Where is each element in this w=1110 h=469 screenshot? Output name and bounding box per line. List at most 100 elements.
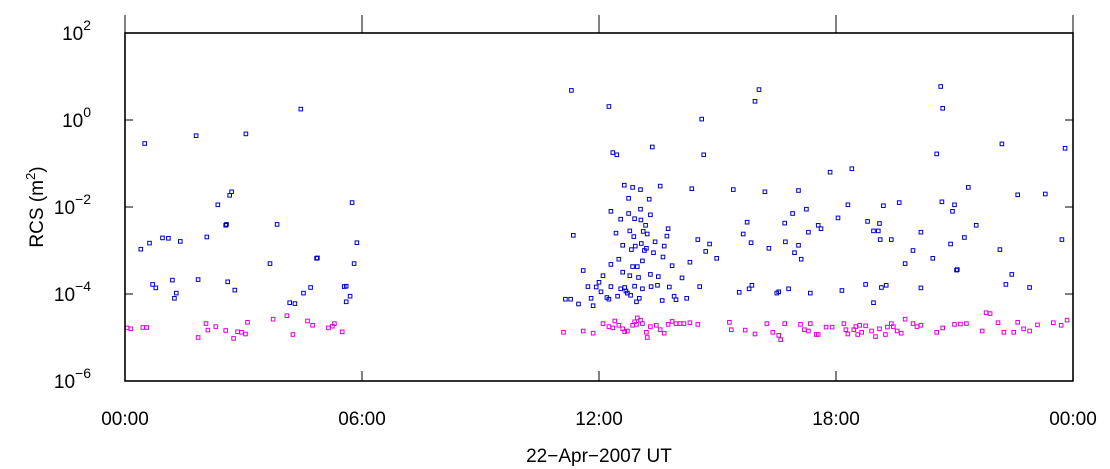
data-point-series-1 (962, 235, 967, 240)
data-point-series-1 (153, 285, 159, 291)
data-point-series-1 (138, 246, 144, 252)
data-point-series-1 (752, 99, 758, 104)
data-point-series-1 (839, 288, 845, 293)
y-tick-label: 10−6 (54, 365, 91, 393)
data-point-series-1 (631, 234, 637, 239)
data-point-series-1 (792, 250, 797, 255)
data-point-series-1 (766, 246, 772, 251)
data-point-series-2 (1051, 320, 1056, 325)
data-point-series-1 (883, 283, 889, 288)
data-point-series-1 (845, 202, 851, 208)
data-point-series-2 (687, 320, 693, 325)
data-point-series-2 (213, 324, 219, 329)
data-point-series-2 (843, 327, 849, 332)
data-point-series-1 (634, 299, 639, 305)
data-point-series-1 (876, 228, 881, 234)
data-point-series-1 (1015, 192, 1021, 198)
data-point-series-1 (166, 236, 171, 241)
data-point-series-2 (305, 318, 310, 324)
data-point-series-1 (608, 284, 614, 289)
data-point-series-1 (639, 241, 644, 246)
data-point-series-1 (999, 141, 1005, 147)
data-point-series-1 (1027, 285, 1032, 290)
data-point-series-2 (1021, 326, 1026, 332)
y-tick-label-exponent: −2 (75, 191, 91, 207)
data-point-series-1 (748, 240, 754, 245)
data-point-series-2 (987, 311, 993, 316)
data-point-series-1 (640, 286, 645, 292)
data-point-series-2 (270, 316, 276, 322)
data-point-series-1 (635, 264, 640, 269)
data-point-series-1 (804, 206, 809, 212)
data-point-series-1 (1003, 282, 1009, 287)
y-tick-label-base: 10 (54, 285, 75, 306)
data-point-series-1 (627, 228, 633, 234)
data-point-series-1 (744, 219, 750, 225)
data-point-series-1 (818, 226, 824, 231)
data-point-series-2 (616, 323, 622, 328)
data-point-series-1 (638, 217, 644, 223)
data-point-series-2 (952, 322, 957, 327)
y-axis-label-text: RCS (m (27, 180, 48, 248)
data-point-series-2 (245, 320, 250, 325)
data-point-series-1 (783, 239, 788, 245)
data-point-series-1 (614, 152, 620, 158)
data-point-series-1 (697, 284, 703, 289)
data-point-series-1 (142, 141, 147, 146)
data-point-series-2 (841, 321, 847, 326)
data-point-series-1 (940, 106, 946, 111)
x-tick-label: 18:00 (812, 409, 860, 430)
data-point-series-1 (651, 250, 656, 255)
data-point-series-2 (778, 337, 784, 342)
data-point-series-1 (308, 285, 313, 290)
data-point-series-2 (203, 321, 209, 326)
data-point-series-2 (869, 328, 874, 334)
data-point-series-2 (657, 327, 663, 332)
data-point-series-1 (215, 202, 221, 208)
data-point-series-1 (1009, 272, 1015, 277)
x-tick-label: 00:00 (1049, 409, 1097, 430)
data-point-series-2 (1064, 317, 1070, 323)
data-point-series-2 (640, 321, 645, 326)
data-point-series-1 (664, 233, 670, 239)
data-point-series-2 (290, 332, 296, 337)
data-point-series-1 (902, 261, 908, 266)
x-tick-label: 06:00 (338, 409, 386, 430)
data-point-series-1 (782, 220, 788, 226)
data-point-series-1 (229, 189, 234, 195)
y-tick-label-base: 10 (54, 372, 75, 393)
data-point-series-1 (626, 196, 631, 201)
data-point-series-1 (871, 228, 876, 234)
data-point-series-2 (243, 331, 248, 337)
data-point-series-1 (863, 282, 868, 287)
data-point-series-2 (859, 330, 865, 335)
data-points-layer (124, 84, 1070, 342)
data-point-series-2 (622, 329, 628, 335)
data-point-series-1 (606, 104, 612, 109)
data-point-series-1 (655, 283, 660, 288)
data-point-series-2 (1035, 322, 1040, 328)
data-point-series-1 (622, 182, 627, 188)
data-point-series-1 (150, 282, 155, 287)
data-point-series-1 (588, 296, 594, 301)
data-point-series-1 (287, 300, 292, 305)
data-point-series-1 (889, 237, 894, 242)
data-point-series-1 (849, 166, 855, 171)
data-point-series-2 (918, 323, 924, 328)
data-point-series-1 (195, 277, 201, 282)
data-point-series-2 (815, 332, 821, 337)
data-point-series-1 (637, 296, 642, 301)
data-point-series-1 (630, 264, 635, 269)
data-point-series-1 (585, 284, 591, 289)
data-point-series-1 (707, 241, 712, 247)
data-point-series-1 (695, 237, 701, 242)
y-tick-label: 102 (62, 17, 91, 45)
data-point-series-1 (170, 277, 175, 283)
y-axis-label: RCS (m2) (23, 166, 48, 247)
data-point-series-1 (147, 240, 152, 246)
data-point-series-1 (871, 300, 876, 305)
data-point-series-2 (806, 328, 811, 334)
data-point-series-2 (829, 324, 835, 330)
